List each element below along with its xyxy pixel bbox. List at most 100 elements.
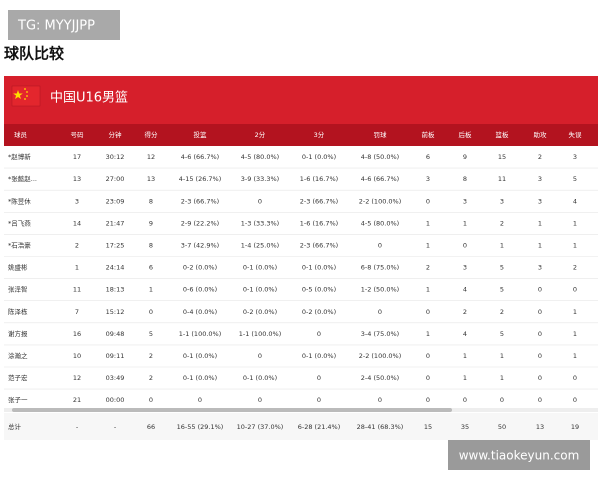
table-cell: 4-6 (66.7%) bbox=[361, 175, 399, 183]
table-cell: *吕飞燕 bbox=[8, 218, 31, 227]
header-cell: 投篮 bbox=[194, 130, 208, 139]
table-cell: 姚盛彬 bbox=[8, 263, 28, 272]
table-cell: 4-5 (80.0%) bbox=[241, 153, 279, 161]
table-cell: 0 bbox=[573, 396, 577, 404]
table-cell: 14 bbox=[73, 219, 81, 227]
table-cell: 1 bbox=[426, 330, 430, 338]
header-cell: 后板 bbox=[459, 130, 473, 139]
table-cell: 2 bbox=[426, 264, 430, 272]
table-cell: 5 bbox=[500, 330, 504, 338]
table-cell: 4-15 (26.7%) bbox=[179, 175, 222, 183]
table-cell: 范子宏 bbox=[8, 373, 28, 382]
header-cell: 失误 bbox=[569, 130, 583, 139]
table-cell: 30:12 bbox=[106, 153, 125, 161]
table-cell: 1 bbox=[573, 241, 577, 249]
table-cell: 1 bbox=[538, 219, 542, 227]
table-cell: 2 bbox=[463, 308, 467, 316]
table-cell: 5 bbox=[149, 330, 153, 338]
stats-table: 球员 号码 分钟 得分 投篮 2分 3分 罚球 前板 后板 篮板 助攻 失误*赵博新 17 30:12 12 4… bbox=[4, 130, 598, 440]
scrollbar-thumb[interactable] bbox=[12, 408, 452, 412]
table-cell: 2 bbox=[149, 352, 153, 360]
table-cell: 0 bbox=[258, 352, 262, 360]
watermark-box bbox=[448, 440, 590, 470]
table-cell: 12 bbox=[73, 374, 81, 382]
table-cell: 张泽智 bbox=[8, 285, 28, 294]
table-cell: 0-6 (0.0%) bbox=[183, 286, 217, 294]
table-cell: 24:14 bbox=[106, 264, 125, 272]
table-cell: 2 bbox=[573, 264, 577, 272]
table-cell: 0 bbox=[463, 396, 467, 404]
table-cell: 8 bbox=[149, 197, 153, 205]
table-cell: 4 bbox=[463, 286, 467, 294]
table-cell: 03:49 bbox=[106, 374, 125, 382]
table-cell: 0 bbox=[426, 352, 430, 360]
header-cell: 篮板 bbox=[496, 130, 510, 139]
table-cell: 0-1 (0.0%) bbox=[302, 352, 336, 360]
table-cell: 23:09 bbox=[106, 197, 125, 205]
total-cell: 28-41 (68.3%) bbox=[357, 423, 404, 431]
table-cell: 1-2 (50.0%) bbox=[361, 286, 399, 294]
total-cell: 总计 bbox=[8, 422, 22, 431]
table-cell: 0 bbox=[378, 396, 382, 404]
header-cell: 2分 bbox=[255, 130, 266, 139]
watermark-box bbox=[8, 10, 120, 40]
table-cell: 3 bbox=[538, 175, 542, 183]
table-cell: 2 bbox=[500, 308, 504, 316]
table-cell: 0 bbox=[149, 308, 153, 316]
table-cell: 0 bbox=[538, 308, 542, 316]
table-cell: 2-2 (100.0%) bbox=[359, 352, 402, 360]
table-cell: 1 bbox=[500, 352, 504, 360]
page-title: 球队比较 bbox=[4, 45, 64, 63]
table-cell: 0-4 (0.0%) bbox=[183, 308, 217, 316]
table-cell: 2-3 (66.7%) bbox=[300, 241, 338, 249]
table-cell: 0-1 (0.0%) bbox=[183, 374, 217, 382]
table-cell: 1 bbox=[149, 286, 153, 294]
table-cell: 1 bbox=[573, 330, 577, 338]
table-cell: 0-1 (0.0%) bbox=[243, 264, 277, 272]
header-cell: 前板 bbox=[422, 130, 436, 139]
flag bbox=[11, 85, 41, 107]
table-cell: 0 bbox=[538, 396, 542, 404]
total-cell: 35 bbox=[461, 423, 469, 431]
table-cell: 2-2 (100.0%) bbox=[359, 197, 402, 205]
table-cell: 0 bbox=[317, 396, 321, 404]
table-cell: 1-4 (25.0%) bbox=[241, 241, 279, 249]
table-cell: 1 bbox=[75, 264, 79, 272]
table-cell: 张子一 bbox=[8, 395, 28, 404]
table-cell: 3 bbox=[463, 197, 467, 205]
table-cell: *赵博新 bbox=[8, 152, 31, 161]
table-cell: 8 bbox=[463, 175, 467, 183]
table-cell: 3-9 (33.3%) bbox=[241, 175, 279, 183]
table-cell: 17:25 bbox=[106, 241, 125, 249]
header-cell: 3分 bbox=[314, 130, 325, 139]
table-cell: 1 bbox=[426, 241, 430, 249]
table-cell: 1 bbox=[573, 308, 577, 316]
table-cell: 4 bbox=[463, 330, 467, 338]
header-cell: 球员 bbox=[14, 130, 28, 139]
table-cell: 1 bbox=[573, 352, 577, 360]
table-cell: 1 bbox=[426, 219, 430, 227]
table-cell: 0 bbox=[463, 241, 467, 249]
total-cell: 6-28 (21.4%) bbox=[298, 423, 341, 431]
table-header-bg bbox=[4, 124, 598, 146]
table-cell: 0 bbox=[573, 286, 577, 294]
table-cell: 1 bbox=[573, 219, 577, 227]
table-cell: 2 bbox=[538, 153, 542, 161]
table-cell: 21 bbox=[73, 396, 81, 404]
table-cell: 0 bbox=[378, 308, 382, 316]
table-cell: 2 bbox=[500, 219, 504, 227]
table-cell: 12 bbox=[147, 153, 155, 161]
table-cell: 0-1 (0.0%) bbox=[243, 374, 277, 382]
table-cell: 27:00 bbox=[106, 175, 125, 183]
table-cell: 0-1 (0.0%) bbox=[302, 153, 336, 161]
table-cell: 5 bbox=[500, 264, 504, 272]
total-cell: 10-27 (37.0%) bbox=[237, 423, 284, 431]
table-cell: *陈昱休 bbox=[8, 196, 31, 205]
table-cell: 15:12 bbox=[106, 308, 125, 316]
table-cell: 1 bbox=[463, 219, 467, 227]
table-cell: 2-3 (66.7%) bbox=[181, 197, 219, 205]
table-cell: 0-2 (0.0%) bbox=[183, 264, 217, 272]
table-cell: 6 bbox=[426, 153, 430, 161]
flag-star bbox=[26, 91, 28, 93]
